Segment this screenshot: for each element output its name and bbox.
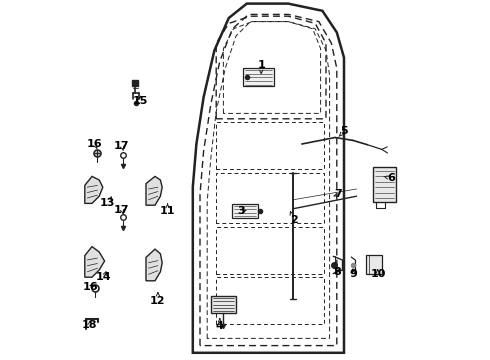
Text: 6: 6 <box>387 173 395 183</box>
Text: 11: 11 <box>160 206 175 216</box>
Text: 12: 12 <box>150 296 166 306</box>
Text: 17: 17 <box>114 141 130 151</box>
Text: 18: 18 <box>82 320 97 330</box>
Text: 9: 9 <box>349 269 357 279</box>
Text: 8: 8 <box>333 267 341 277</box>
Polygon shape <box>85 176 103 203</box>
Polygon shape <box>243 68 274 86</box>
Polygon shape <box>146 249 162 281</box>
Polygon shape <box>373 167 396 202</box>
Polygon shape <box>85 247 104 277</box>
Polygon shape <box>232 204 258 218</box>
Text: 13: 13 <box>100 198 115 208</box>
Text: 17: 17 <box>114 204 130 215</box>
Text: 2: 2 <box>290 215 297 225</box>
Text: 5: 5 <box>340 126 348 136</box>
Text: 10: 10 <box>370 269 386 279</box>
Text: 4: 4 <box>216 321 224 331</box>
Text: 1: 1 <box>257 60 265 70</box>
Text: 14: 14 <box>96 272 112 282</box>
Text: 15: 15 <box>132 96 147 106</box>
Text: 3: 3 <box>237 206 245 216</box>
Text: 16: 16 <box>87 139 102 149</box>
Polygon shape <box>366 255 382 274</box>
Polygon shape <box>146 176 162 205</box>
Polygon shape <box>211 296 236 313</box>
Text: 7: 7 <box>335 189 343 199</box>
Text: 16: 16 <box>83 282 98 292</box>
